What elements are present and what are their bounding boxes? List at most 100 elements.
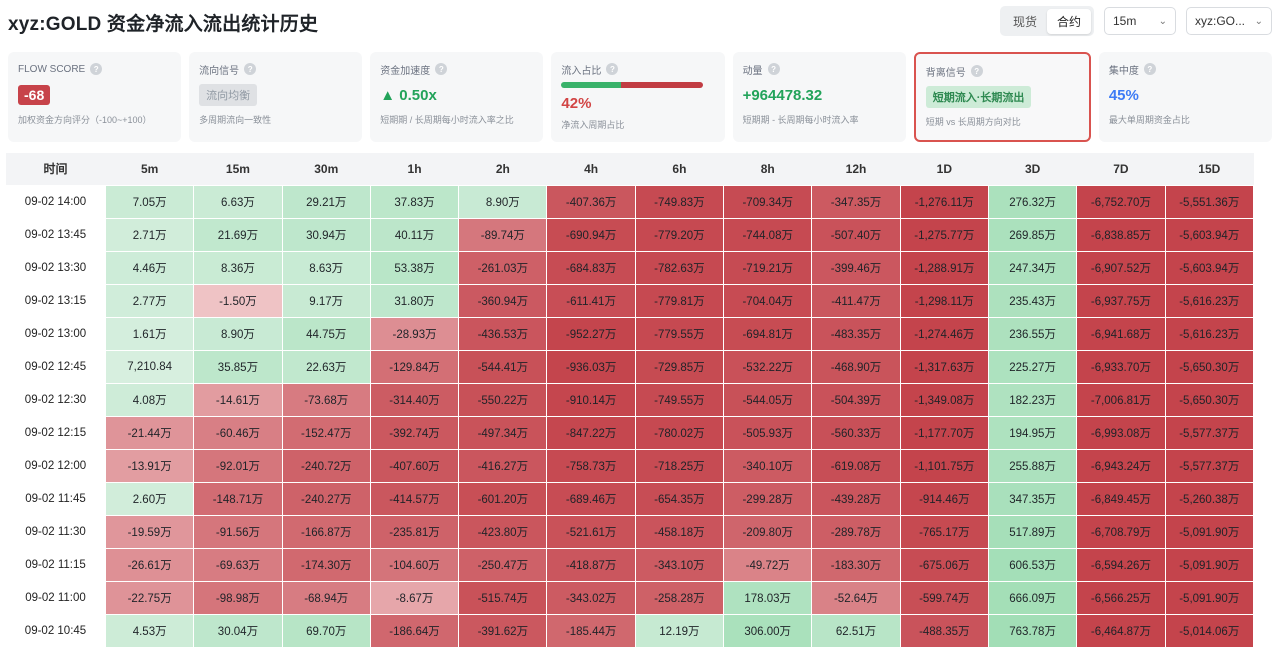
flow-cell: -28.93万 (369, 316, 460, 351)
column-header-7D: 7D (1076, 153, 1166, 185)
flow-cell: -6,708.79万 (1076, 514, 1166, 549)
flow-cell: -488.35万 (899, 613, 989, 647)
column-header-15D: 15D (1165, 153, 1254, 185)
row-time: 09-02 11:15 (5, 547, 106, 582)
flow-cell: 8.90万 (458, 184, 548, 219)
flow-cell: -1,101.75万 (899, 448, 989, 483)
flow-cell: -7,006.81万 (1076, 382, 1166, 417)
flow-cell: 2.71万 (104, 217, 195, 252)
interval-value: 15m (1113, 14, 1137, 28)
card-label: 流入占比 (561, 65, 602, 77)
flow-cell: -779.81万 (634, 283, 725, 318)
flow-score-value: -68 (18, 85, 51, 105)
flow-cell: -729.85万 (634, 349, 725, 384)
card-subtitle: 最大单周期资金占比 (1108, 115, 1190, 125)
flow-cell: -914.46万 (899, 481, 989, 516)
flow-cell: -5,650.30万 (1164, 349, 1255, 384)
tab-contract[interactable]: 合约 (1046, 8, 1091, 34)
flow-cell: -780.02万 (634, 415, 725, 450)
flow-cell: -5,650.30万 (1164, 382, 1255, 417)
flow-cell: -1,298.11万 (899, 283, 989, 318)
flow-cell: 29.21万 (281, 184, 371, 219)
flow-cell: 8.36万 (193, 250, 283, 285)
row-time: 09-02 11:00 (5, 580, 106, 615)
help-icon[interactable]: ? (435, 63, 448, 75)
flow-cell: -619.08万 (811, 448, 901, 483)
flow-cell: -6,933.70万 (1076, 349, 1166, 384)
tab-spot[interactable]: 现货 (1012, 14, 1037, 29)
row-time: 09-02 11:30 (5, 514, 106, 549)
flow-cell: -436.53万 (458, 316, 548, 351)
flow-cell: -544.05万 (723, 382, 813, 417)
table-body: 09-02 14:00 7.05万 6.63万 29.21万 37.83万 8.90万 -4… (5, 184, 1255, 647)
flow-cell: 12.19万 (634, 613, 725, 647)
help-icon[interactable]: ? (1143, 63, 1156, 75)
flow-cell: -250.47万 (458, 547, 548, 582)
flow-cell: -689.46万 (546, 481, 636, 516)
flow-cell: -952.27万 (546, 316, 636, 351)
flow-cell: -515.74万 (458, 580, 548, 615)
flow-cell: 6.63万 (193, 184, 283, 219)
flow-cell: -1,275.77万 (899, 217, 989, 252)
flow-cell: -560.33万 (811, 415, 901, 450)
card-label: 集中度 (1108, 65, 1139, 77)
flow-cell: 8.63万 (281, 250, 371, 285)
flow-cell: -468.90万 (811, 349, 901, 384)
help-icon[interactable]: ? (767, 63, 780, 75)
flow-cell: -544.41万 (458, 349, 548, 384)
help-icon[interactable]: ? (606, 63, 619, 75)
flow-cell: 21.69万 (193, 217, 283, 252)
column-header-15m: 15m (193, 153, 283, 185)
flow-cell: -765.17万 (899, 514, 989, 549)
help-icon[interactable]: ? (970, 65, 983, 77)
flow-cell: -709.34万 (723, 184, 813, 219)
flow-cell: 347.35万 (987, 481, 1078, 516)
inflow-ratio-fill (561, 82, 622, 88)
flow-cell: -289.78万 (811, 514, 901, 549)
help-icon[interactable]: ? (244, 63, 257, 75)
flow-cell: -779.20万 (634, 217, 725, 252)
table-row: 09-02 13:30 4.46万 8.36万 8.63万 53.38万 -261.03万… (5, 250, 1255, 285)
table-row: 09-02 13:45 2.71万 21.69万 30.94万 40.11万 -89.74… (5, 217, 1255, 252)
flow-cell: -5,091.90万 (1164, 514, 1255, 549)
card-acceleration: 资金加速度? ▲ 0.50x 短期期 / 长周期每小时流入率之比 (370, 52, 544, 142)
flow-cell: -26.61万 (104, 547, 195, 582)
row-time: 09-02 10:45 (5, 613, 106, 647)
card-label: 流向信号 (199, 65, 240, 77)
flow-cell: -407.36万 (546, 184, 636, 219)
card-label: 背离信号 (925, 67, 966, 79)
flow-cell: -6,941.68万 (1076, 316, 1166, 351)
flow-cell: -69.63万 (193, 547, 283, 582)
flow-cell: -166.87万 (281, 514, 371, 549)
flow-cell: 763.78万 (987, 613, 1078, 647)
flow-cell: -779.55万 (634, 316, 725, 351)
row-time: 09-02 13:30 (5, 250, 106, 285)
flow-cell: -347.35万 (811, 184, 901, 219)
flow-cell: 666.09万 (987, 580, 1078, 615)
card-subtitle: 短期期 - 长周期每小时流入率 (742, 115, 859, 125)
column-header-time: 时间 (5, 153, 106, 185)
flow-cell: -694.81万 (723, 316, 813, 351)
table-row: 09-02 12:45 7,210.84 35.85万 22.63万 -129.84万 -… (5, 349, 1255, 384)
help-icon[interactable]: ? (90, 63, 103, 75)
header-controls: 现货 合约 15m ⌄ xyz:GO... ⌄ (999, 6, 1272, 36)
divergence-badge: 短期流入·长期流出 (925, 86, 1032, 108)
page-title: xyz:GOLD 资金净流入流出统计历史 (8, 13, 319, 35)
flow-cell: -314.40万 (369, 382, 460, 417)
flow-cell: -550.22万 (458, 382, 548, 417)
flow-cell: 37.83万 (369, 184, 460, 219)
flow-cell: -684.83万 (546, 250, 636, 285)
column-header-1D: 1D (900, 153, 989, 185)
symbol-value: xyz:GO... (1195, 14, 1246, 28)
flow-cell: 35.85万 (193, 349, 283, 384)
table-row: 09-02 11:30 -19.59万 -91.56万 -166.87万 -235.81… (5, 514, 1255, 549)
flow-cell: -744.08万 (723, 217, 813, 252)
flow-cell: -5,091.90万 (1164, 580, 1255, 615)
flow-cell: -505.93万 (723, 415, 813, 450)
flow-cell: -5,260.38万 (1164, 481, 1255, 516)
flow-cell: 236.55万 (987, 316, 1078, 351)
metric-cards: FLOW SCORE? -68 加权资金方向评分（-100~+100） 流向信号… (8, 52, 1272, 142)
interval-select[interactable]: 15m ⌄ (1104, 7, 1176, 35)
flow-cell: -299.28万 (723, 481, 813, 516)
symbol-select[interactable]: xyz:GO... ⌄ (1186, 7, 1272, 35)
